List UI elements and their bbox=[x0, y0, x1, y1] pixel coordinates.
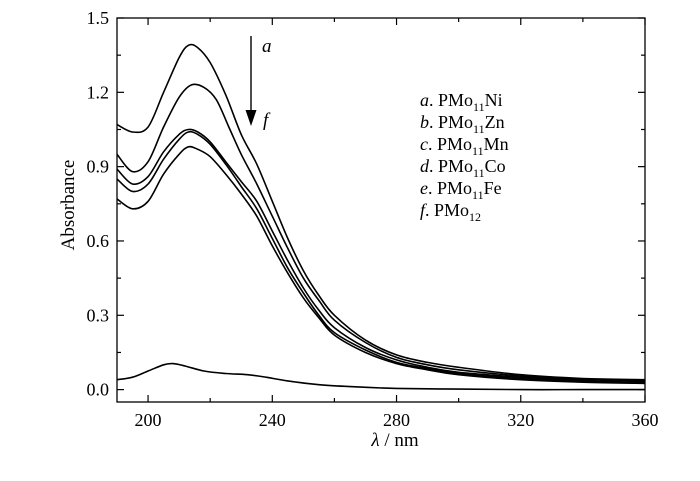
x-tick-label: 280 bbox=[383, 410, 410, 430]
series-lines bbox=[116, 43, 646, 391]
series-line-e bbox=[116, 145, 646, 385]
x-axis-symbol: λ bbox=[370, 430, 379, 451]
tick-labels: 200 240 280 320 360 0.0 0.3 0.6 0.9 1.2 1.5 bbox=[87, 8, 659, 430]
y-tick-label: 0.9 bbox=[87, 157, 110, 177]
series-line-b bbox=[116, 83, 646, 382]
legend-entry-a: a. PMo11Ni bbox=[420, 90, 503, 114]
y-tick-label: 0.6 bbox=[87, 231, 110, 251]
direction-annotation: a f bbox=[245, 36, 272, 131]
series-line-a bbox=[116, 43, 646, 381]
legend-entry-f: f. PMo12 bbox=[420, 200, 481, 224]
x-tick-label: 360 bbox=[632, 410, 659, 430]
series-line-d bbox=[116, 130, 646, 384]
x-axis-title: λ / nm bbox=[370, 430, 419, 451]
annotation-top-label: a bbox=[262, 36, 272, 57]
legend-entry-d: d. PMo11Co bbox=[420, 156, 506, 180]
y-tick-label: 0.0 bbox=[87, 380, 110, 400]
x-tick-label: 240 bbox=[259, 410, 286, 430]
plot-frame bbox=[116, 17, 646, 403]
y-tick-label: 1.2 bbox=[87, 82, 110, 102]
x-tick-label: 320 bbox=[507, 410, 534, 430]
y-tick-label: 0.3 bbox=[87, 305, 110, 325]
legend-entry-b: b. PMo11Zn bbox=[420, 112, 505, 136]
series-line-f bbox=[116, 362, 645, 391]
legend-entry-e: e. PMo11Fe bbox=[420, 178, 502, 202]
direction-arrow-head bbox=[245, 110, 257, 126]
x-tick-label: 200 bbox=[135, 410, 162, 430]
y-tick-label: 1.5 bbox=[87, 8, 110, 28]
y-axis-title: Absorbance bbox=[58, 160, 79, 251]
legend-entry-c: c. PMo11Mn bbox=[420, 134, 509, 158]
axis-ticks bbox=[117, 17, 646, 402]
annotation-bottom-label: f bbox=[263, 110, 271, 131]
series-line-c bbox=[116, 128, 646, 383]
x-axis-unit: nm bbox=[394, 430, 419, 451]
